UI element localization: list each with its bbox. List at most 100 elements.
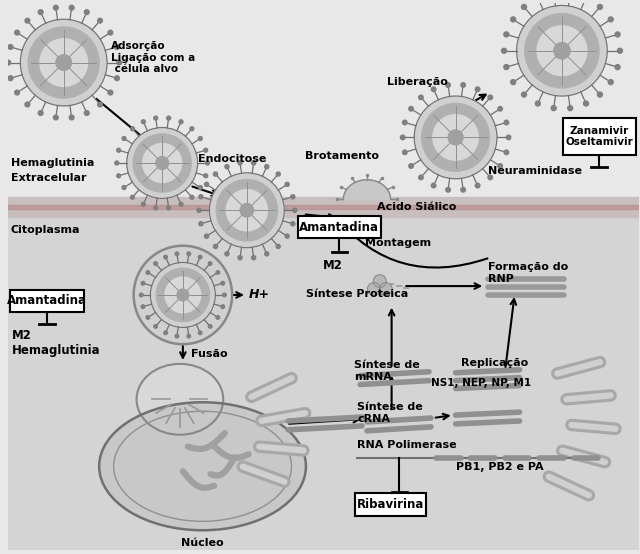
Circle shape — [208, 261, 212, 265]
Circle shape — [380, 283, 392, 295]
Circle shape — [141, 281, 145, 285]
Ellipse shape — [136, 364, 223, 435]
Circle shape — [54, 115, 58, 120]
Circle shape — [115, 44, 119, 49]
Circle shape — [133, 134, 191, 192]
Circle shape — [154, 325, 157, 328]
Circle shape — [597, 4, 602, 9]
Circle shape — [141, 305, 145, 309]
Circle shape — [8, 76, 13, 80]
Circle shape — [131, 127, 134, 131]
Circle shape — [38, 10, 43, 14]
Circle shape — [216, 179, 278, 241]
Text: H+: H+ — [249, 289, 270, 301]
Circle shape — [252, 255, 256, 260]
Circle shape — [223, 293, 226, 297]
Circle shape — [198, 136, 202, 140]
Circle shape — [40, 39, 88, 86]
Circle shape — [156, 157, 168, 170]
Circle shape — [461, 187, 465, 192]
Circle shape — [204, 148, 207, 152]
Circle shape — [225, 252, 229, 256]
Text: Citoplasma: Citoplasma — [10, 225, 80, 235]
Circle shape — [209, 173, 284, 248]
Text: Síntese de
mRNA: Síntese de mRNA — [354, 360, 420, 382]
Text: Formação do
RNP: Formação do RNP — [488, 263, 568, 284]
Circle shape — [414, 96, 497, 179]
Circle shape — [511, 80, 516, 85]
Circle shape — [403, 150, 407, 155]
Circle shape — [164, 331, 168, 335]
Circle shape — [504, 32, 509, 37]
Circle shape — [154, 206, 157, 210]
Circle shape — [198, 186, 202, 189]
Circle shape — [54, 6, 58, 10]
Circle shape — [525, 14, 599, 88]
Circle shape — [141, 120, 145, 124]
Circle shape — [197, 208, 201, 212]
Circle shape — [190, 196, 194, 199]
Circle shape — [166, 206, 171, 210]
Circle shape — [238, 255, 242, 260]
Circle shape — [216, 271, 220, 274]
Circle shape — [409, 164, 413, 168]
Circle shape — [108, 30, 113, 35]
Circle shape — [568, 106, 573, 111]
Circle shape — [146, 271, 150, 274]
Circle shape — [554, 43, 570, 59]
Circle shape — [122, 136, 126, 140]
Text: PB1, PB2 e PA: PB1, PB2 e PA — [456, 463, 543, 473]
FancyBboxPatch shape — [298, 216, 381, 238]
Circle shape — [165, 277, 201, 313]
Circle shape — [238, 161, 242, 165]
Circle shape — [291, 222, 295, 226]
Circle shape — [214, 244, 218, 249]
Circle shape — [431, 183, 436, 188]
Circle shape — [116, 148, 120, 152]
Circle shape — [6, 60, 11, 65]
Circle shape — [476, 183, 480, 188]
Circle shape — [431, 87, 436, 91]
Circle shape — [127, 127, 198, 198]
Circle shape — [537, 26, 587, 76]
Text: NS1, NEP, NP, M1: NS1, NEP, NP, M1 — [431, 378, 531, 388]
Circle shape — [205, 234, 209, 238]
Circle shape — [143, 143, 182, 182]
Text: Amantadina: Amantadina — [300, 220, 380, 233]
Circle shape — [373, 275, 386, 288]
FancyBboxPatch shape — [355, 493, 426, 516]
Circle shape — [205, 182, 209, 187]
Circle shape — [252, 161, 256, 165]
Circle shape — [177, 289, 189, 301]
FancyBboxPatch shape — [563, 117, 636, 155]
Text: Núcleo: Núcleo — [181, 538, 224, 548]
Text: Fusão: Fusão — [191, 349, 227, 359]
Circle shape — [166, 116, 171, 120]
Circle shape — [225, 165, 229, 169]
Text: Extracelular: Extracelular — [10, 173, 86, 183]
Circle shape — [20, 19, 107, 106]
Circle shape — [401, 135, 405, 140]
Circle shape — [433, 115, 478, 160]
Circle shape — [25, 18, 30, 23]
Text: Acido Siálico: Acido Siálico — [377, 202, 456, 212]
Circle shape — [276, 172, 280, 176]
Circle shape — [199, 222, 203, 226]
Circle shape — [522, 92, 527, 97]
Circle shape — [227, 189, 268, 231]
Circle shape — [476, 87, 480, 91]
Circle shape — [240, 203, 253, 217]
Circle shape — [131, 196, 134, 199]
Circle shape — [461, 83, 465, 88]
Circle shape — [122, 186, 126, 189]
Circle shape — [214, 172, 218, 176]
Circle shape — [154, 116, 157, 120]
Text: Neuraminidase: Neuraminidase — [488, 166, 582, 176]
Circle shape — [154, 261, 157, 265]
Circle shape — [190, 127, 194, 131]
Circle shape — [498, 106, 502, 111]
Text: Síntese Proteica: Síntese Proteica — [306, 289, 408, 299]
Circle shape — [164, 255, 168, 259]
Circle shape — [516, 6, 607, 96]
Circle shape — [140, 293, 143, 297]
